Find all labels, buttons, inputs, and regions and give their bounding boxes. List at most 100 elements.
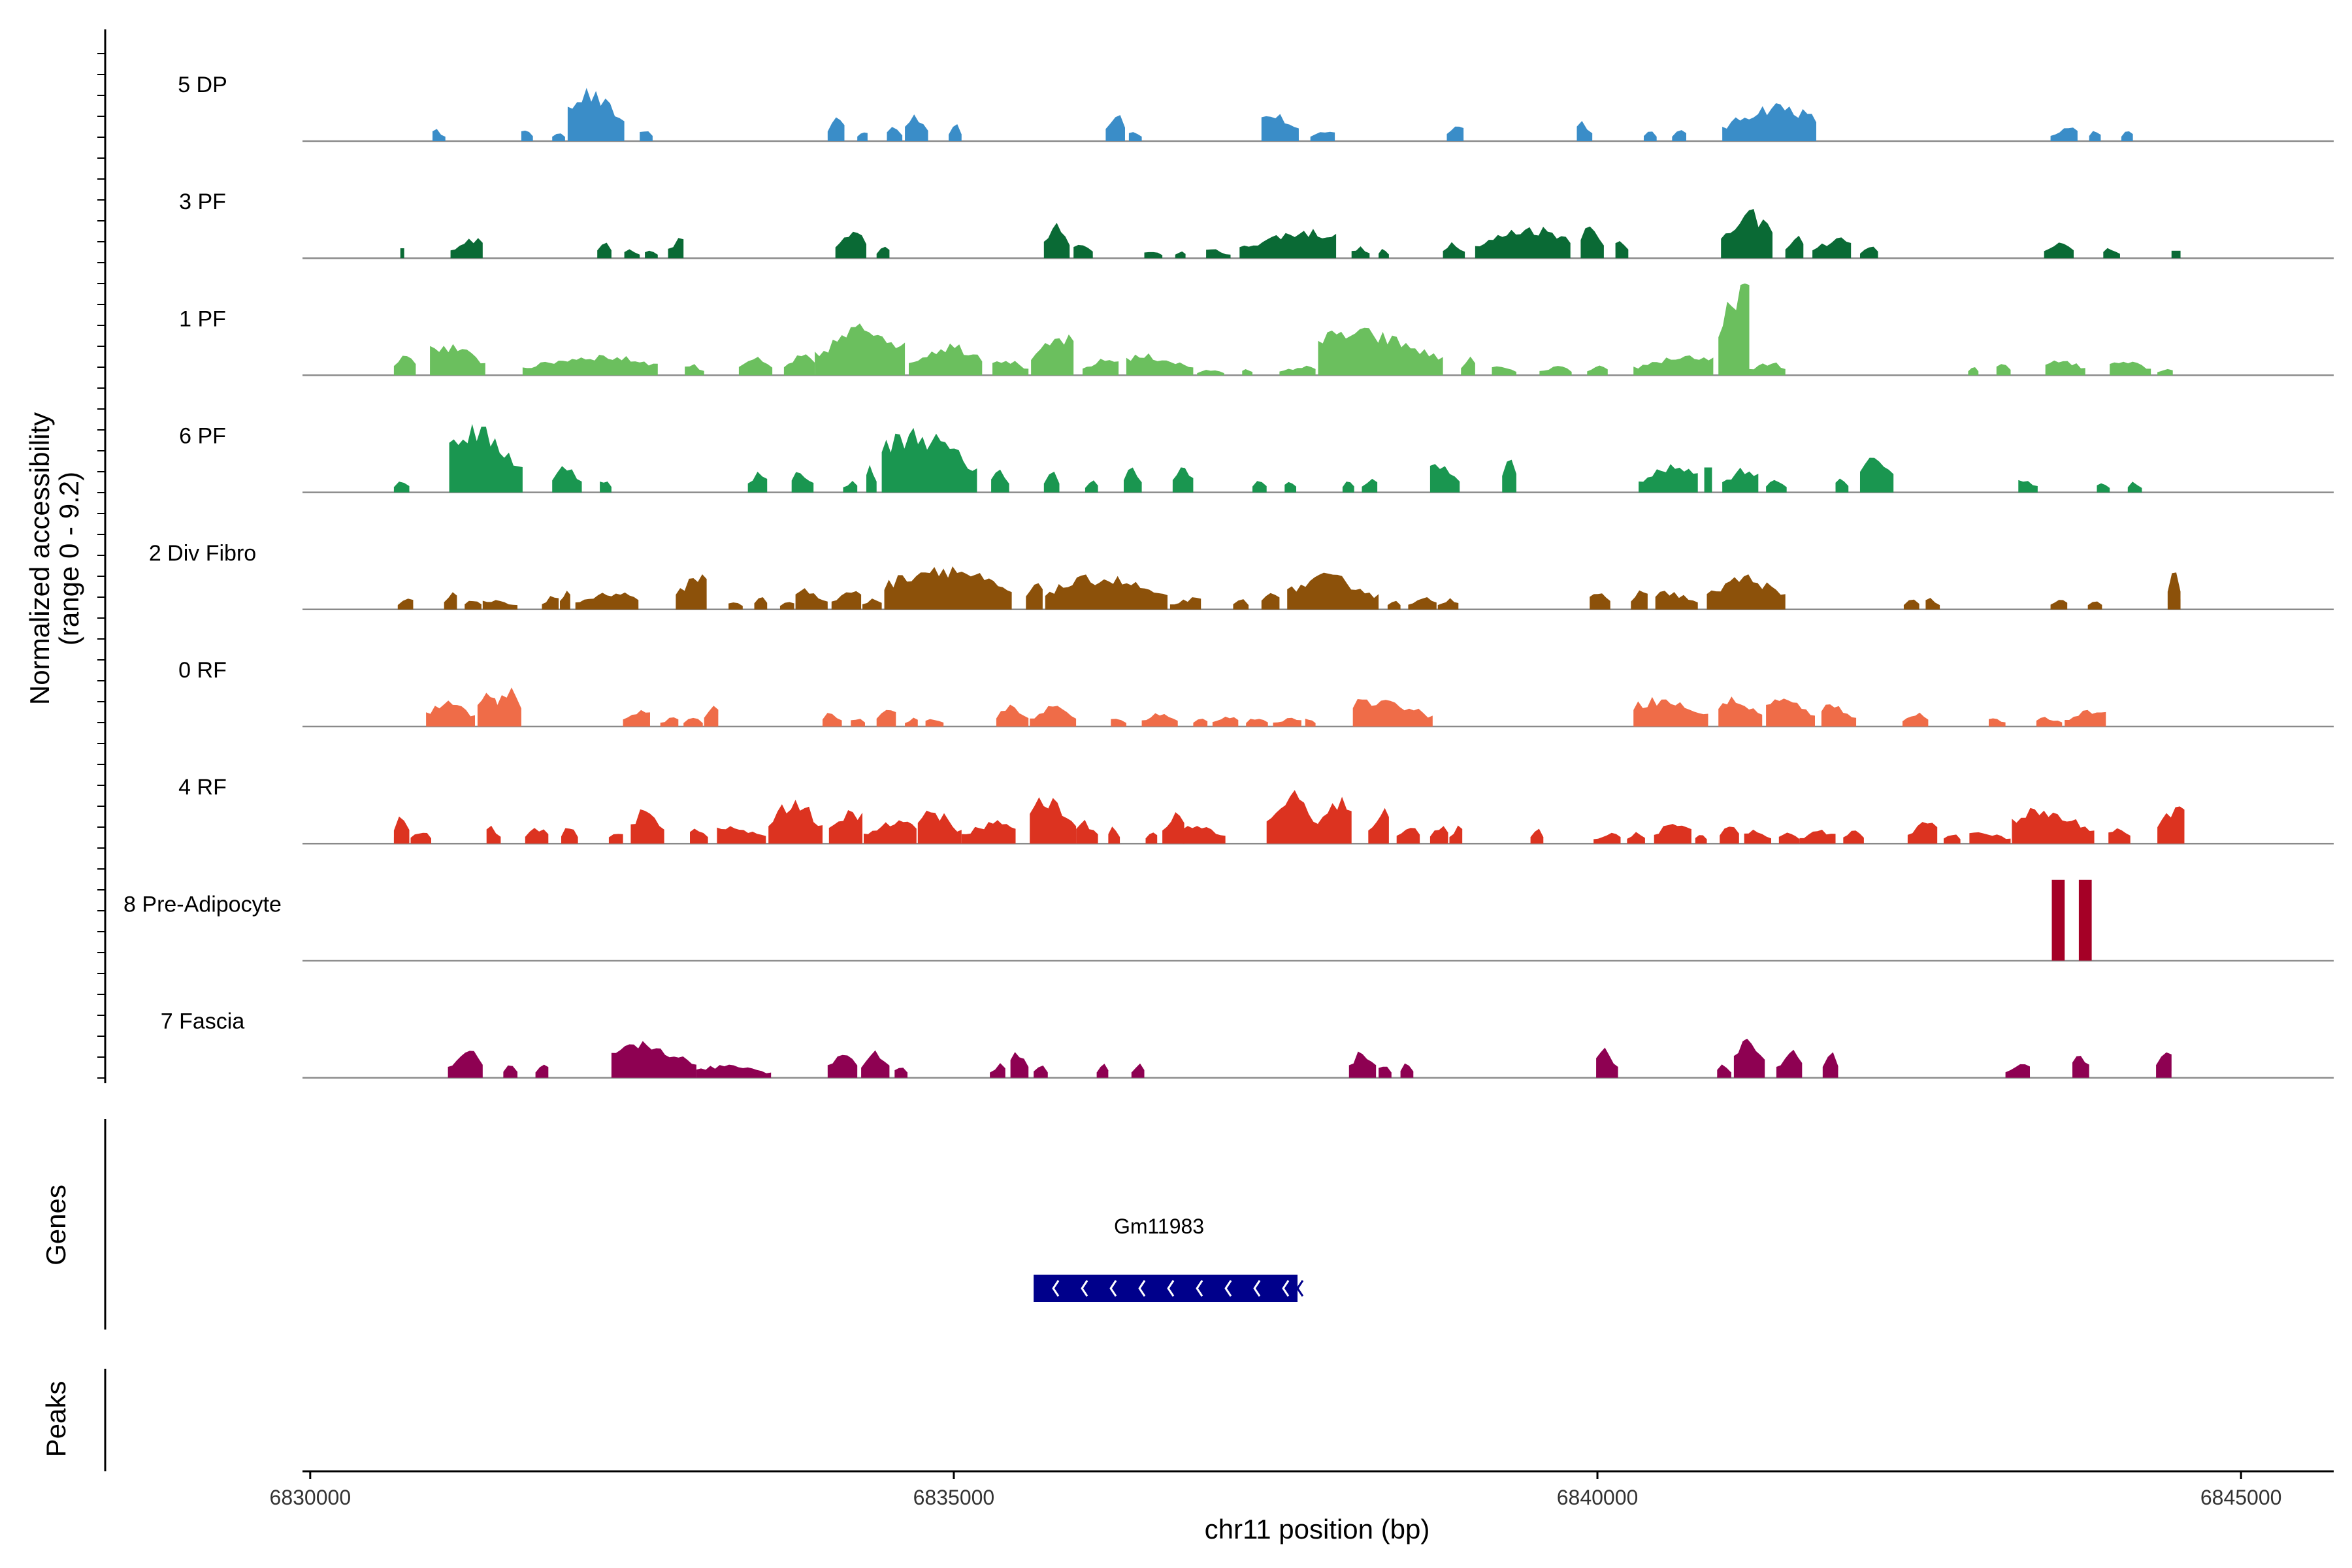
track: 6 PF bbox=[179, 424, 2334, 493]
accessibility-peak bbox=[1996, 364, 2011, 376]
accessibility-peak bbox=[1239, 229, 1337, 259]
accessibility-peak bbox=[1785, 235, 1804, 259]
track: 7 Fascia bbox=[161, 1009, 2334, 1079]
accessibility-peak bbox=[1368, 808, 1389, 844]
accessibility-peak bbox=[575, 592, 639, 610]
accessibility-peak bbox=[2171, 250, 2181, 259]
accessibility-peak bbox=[1722, 103, 1816, 141]
accessibility-peak bbox=[961, 820, 1016, 844]
accessibility-peak bbox=[696, 1064, 772, 1078]
accessibility-peak bbox=[522, 355, 658, 376]
accessibility-peak bbox=[426, 700, 476, 727]
accessibility-peak bbox=[887, 127, 903, 141]
accessibility-peak bbox=[482, 600, 518, 610]
track-label: 2 Div Fibro bbox=[149, 541, 256, 566]
accessibility-peak bbox=[2065, 710, 2106, 727]
accessibility-peak bbox=[1261, 114, 1299, 141]
accessibility-peak bbox=[1576, 121, 1593, 141]
track-label: 4 RF bbox=[178, 775, 227, 800]
accessibility-peak bbox=[432, 129, 446, 141]
accessibility-peak bbox=[2050, 127, 2078, 141]
accessibility-axis-ticks bbox=[97, 53, 105, 1079]
accessibility-peak bbox=[881, 427, 977, 493]
accessibility-peak bbox=[917, 810, 962, 844]
accessibility-peak bbox=[1123, 467, 1142, 493]
strand-arrow bbox=[1296, 1280, 1304, 1297]
accessibility-peak bbox=[843, 481, 858, 493]
accessibility-peak bbox=[2044, 242, 2074, 259]
accessibility-peak bbox=[1242, 369, 1253, 376]
accessibility-peak bbox=[1342, 482, 1354, 493]
accessibility-peak bbox=[1812, 237, 1852, 259]
accessibility-peak bbox=[1162, 812, 1184, 844]
strand-arrow bbox=[1109, 1280, 1117, 1297]
accessibility-peak bbox=[815, 323, 906, 376]
accessibility-peak bbox=[2097, 483, 2110, 493]
accessibility-peak bbox=[640, 131, 653, 141]
accessibility-peak bbox=[1175, 251, 1186, 259]
accessibility-peak bbox=[1502, 459, 1516, 493]
accessibility-peak bbox=[754, 597, 768, 610]
accessibility-peak bbox=[1400, 1063, 1414, 1078]
accessibility-peak bbox=[1695, 835, 1707, 844]
accessibility-peak bbox=[831, 591, 862, 610]
accessibility-peak bbox=[2108, 828, 2131, 844]
track-label: 3 PF bbox=[179, 189, 226, 214]
accessibility-peak bbox=[1707, 574, 1786, 610]
accessibility-peak bbox=[465, 600, 482, 610]
accessibility-peak bbox=[791, 472, 814, 493]
accessibility-peak bbox=[1722, 467, 1759, 493]
track-label: 8 Pre-Adipocyte bbox=[123, 892, 282, 917]
accessibility-peak bbox=[2157, 806, 2185, 844]
accessibility-peak bbox=[1639, 464, 1698, 493]
accessibility-peak bbox=[503, 1065, 518, 1078]
accessibility-peak bbox=[1379, 1066, 1392, 1078]
accessibility-peak bbox=[542, 596, 559, 610]
accessibility-peak bbox=[905, 717, 918, 727]
accessibility-peak bbox=[717, 826, 766, 844]
accessibility-peak bbox=[1721, 209, 1772, 259]
accessibility-peak bbox=[685, 364, 704, 376]
accessibility-peak bbox=[1720, 826, 1739, 844]
accessibility-peak bbox=[1717, 1064, 1731, 1078]
accessibility-peak bbox=[1475, 227, 1571, 259]
accessibility-peak bbox=[1085, 480, 1098, 493]
accessibility-peak bbox=[1925, 598, 1940, 610]
accessibility-peak bbox=[1287, 572, 1379, 610]
accessibility-peak bbox=[1261, 593, 1280, 610]
accessibility-peak bbox=[1580, 226, 1604, 259]
x-tick-label: 6845000 bbox=[2200, 1486, 2282, 1509]
accessibility-peak bbox=[1030, 706, 1077, 727]
accessibility-peak bbox=[908, 343, 983, 376]
track: 8 Pre-Adipocyte bbox=[123, 879, 2334, 962]
accessibility-peak bbox=[497, 687, 521, 727]
accessibility-peak bbox=[851, 719, 865, 727]
accessibility-peak bbox=[949, 124, 962, 141]
accessibility-peak bbox=[449, 423, 523, 493]
accessibility-peak bbox=[704, 706, 719, 727]
x-axis-title: chr11 position (bp) bbox=[1205, 1514, 1430, 1544]
gene-label: Gm11983 bbox=[1114, 1215, 1204, 1238]
track: 2 Div Fibro bbox=[149, 541, 2334, 611]
accessibility-peak bbox=[1718, 696, 1763, 727]
track: 0 RF bbox=[178, 658, 2334, 728]
accessibility-peak bbox=[1045, 574, 1168, 610]
accessibility-peak bbox=[2103, 248, 2120, 259]
accessibility-peak bbox=[795, 588, 828, 610]
accessibility-peak bbox=[2051, 879, 2065, 961]
accessibility-peak bbox=[1305, 719, 1316, 727]
accessibility-peak bbox=[2167, 572, 2181, 610]
x-tick-label: 6830000 bbox=[270, 1486, 351, 1509]
track: 1 PF bbox=[179, 283, 2334, 376]
accessibility-peak bbox=[1539, 366, 1572, 376]
accessibility-peak bbox=[1145, 832, 1158, 844]
accessibility-peak bbox=[1183, 826, 1226, 844]
x-tick-label: 6840000 bbox=[1557, 1486, 1639, 1509]
accessibility-peak bbox=[1843, 830, 1864, 844]
accessibility-peak bbox=[1108, 826, 1120, 844]
accessibility-peak bbox=[747, 472, 768, 493]
accessibility-peak bbox=[1266, 790, 1318, 844]
strand-arrow bbox=[1253, 1280, 1261, 1297]
